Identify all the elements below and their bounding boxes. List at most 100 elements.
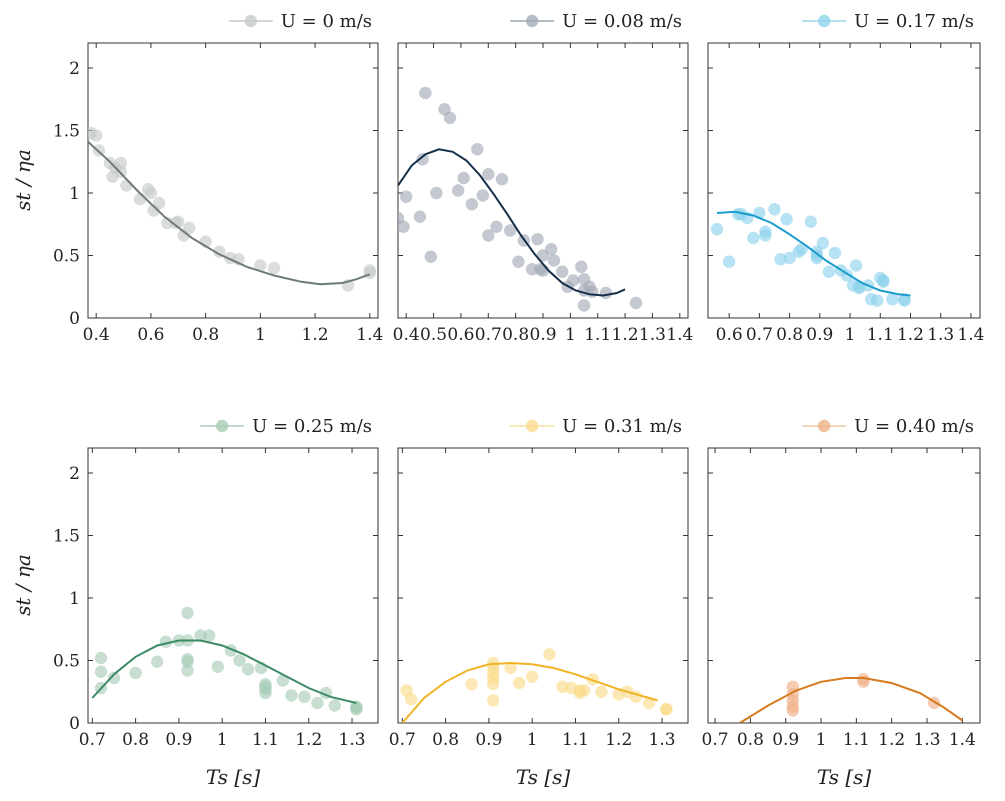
x-tick-label: 1.3: [639, 325, 666, 345]
data-point: [363, 264, 376, 277]
data-point: [211, 660, 225, 673]
data-point: [780, 213, 793, 226]
data-point: [629, 296, 643, 310]
legend-marker: [817, 14, 831, 28]
fit-curve: [91, 639, 357, 704]
y-axis-title: st / ηa: [11, 149, 35, 211]
data-point: [816, 236, 830, 250]
x-tick-label: 0.5: [420, 325, 447, 345]
x-tick-label: 1.1: [584, 325, 611, 345]
legend-label: U = 0.17 m/s: [854, 11, 974, 32]
data-point: [241, 663, 255, 676]
fit-curve: [401, 661, 658, 723]
data-point: [350, 703, 363, 716]
x-tick-label: 0.9: [475, 730, 502, 750]
data-point: [828, 246, 842, 260]
x-tick-label: 0.7: [746, 325, 773, 345]
data-point: [487, 694, 500, 707]
legend: U = 0.40 m/s: [802, 416, 974, 437]
x-tick-label: 1.2: [605, 730, 632, 750]
x-tick-label: 1.3: [913, 730, 940, 750]
x-tick-label: 1.4: [666, 325, 693, 345]
data-point: [886, 293, 899, 306]
data-point: [547, 254, 561, 267]
data-point: [430, 186, 443, 200]
data-point: [555, 265, 569, 278]
x-tick-label: 1: [217, 730, 228, 750]
data-point: [471, 143, 484, 156]
data-point: [482, 229, 495, 242]
x-tick-label: 1: [816, 730, 827, 750]
data-point: [400, 190, 413, 203]
y-axis-title: st / ηa: [11, 554, 35, 616]
plot-frame: [707, 447, 981, 724]
data-point: [487, 678, 500, 691]
y-tick-label: 2: [69, 59, 80, 79]
data-point: [504, 661, 517, 675]
x-tick-label: 1.2: [302, 325, 329, 345]
data-point: [849, 259, 863, 272]
plot-frame: [707, 42, 981, 319]
x-tick-label: 1.1: [562, 730, 589, 750]
panel-4: 0.7 0.8 0.9 1 1.1 1.2 1.3 0 0.5 1 1.5 2 U = 0.25 m/s: [53, 416, 379, 750]
data-point: [451, 184, 465, 197]
panel-3: 0.6 0.7 0.8 0.9 1 1.1 1.2 1.3 1.4 U = 0.17 m/s: [707, 11, 984, 345]
x-tick-label: 1.1: [252, 730, 279, 750]
data-point: [285, 689, 298, 702]
legend-label: U = 0.31 m/s: [562, 416, 682, 437]
data-point: [490, 220, 503, 233]
data-point: [543, 648, 556, 661]
data-point: [795, 243, 808, 256]
data-point: [482, 168, 495, 181]
scatter-points: [786, 673, 941, 717]
data-point: [822, 265, 836, 278]
data-point: [476, 189, 490, 202]
plot-frame: [87, 42, 379, 319]
legend: U = 0 m/s: [228, 11, 372, 32]
data-point: [259, 686, 272, 700]
x-tick-label: 0.8: [122, 730, 149, 750]
data-point: [747, 231, 760, 245]
data-point: [413, 210, 427, 223]
data-point: [129, 666, 142, 680]
legend-label: U = 0.40 m/s: [854, 416, 974, 437]
scatter-points: [94, 606, 363, 716]
x-tick-label: 1.3: [927, 325, 954, 345]
data-point: [419, 86, 432, 100]
x-tick-label: 0.9: [529, 325, 556, 345]
x-tick-label: 0.7: [79, 730, 106, 750]
panel-2: 0.4 0.5 0.6 0.7 0.8 0.9 1 1.1 1.2 1.3 1.4 U = 0.08 …: [393, 11, 694, 345]
data-point: [512, 676, 526, 690]
panel-6: 0.7 0.8 0.9 1 1.1 1.2 1.3 1.4 U = 0.40 m/s: [702, 416, 981, 750]
data-point: [183, 221, 196, 235]
data-point: [898, 294, 911, 307]
x-tick-label: 1.4: [356, 325, 383, 345]
legend-label: U = 0.25 m/s: [252, 416, 372, 437]
x-tick-label: 1.4: [949, 730, 976, 750]
fit-curve: [88, 141, 371, 286]
x-tick-label: 0.6: [137, 325, 164, 345]
data-point: [194, 629, 207, 642]
x-tick-label: 1: [565, 325, 576, 345]
data-point: [151, 655, 164, 668]
data-point: [144, 186, 158, 200]
x-tick-label: 0.8: [432, 730, 459, 750]
data-point: [107, 671, 121, 685]
x-tick-label: 0.6: [447, 325, 474, 345]
legend: U = 0.25 m/s: [200, 416, 372, 437]
data-point: [595, 685, 608, 698]
legend-marker: [817, 419, 831, 433]
data-point: [465, 678, 478, 691]
data-point: [577, 684, 591, 697]
x-axis-title: Ts [s]: [817, 765, 872, 789]
data-point: [202, 629, 216, 642]
data-point: [660, 703, 673, 716]
data-point: [94, 665, 108, 678]
data-point: [233, 654, 246, 667]
scatter-points: [710, 203, 911, 307]
legend-label: U = 0 m/s: [281, 11, 372, 32]
x-axis-title: Ts [s]: [516, 765, 571, 789]
x-tick-label: 1: [845, 325, 856, 345]
legend-marker: [215, 419, 229, 433]
